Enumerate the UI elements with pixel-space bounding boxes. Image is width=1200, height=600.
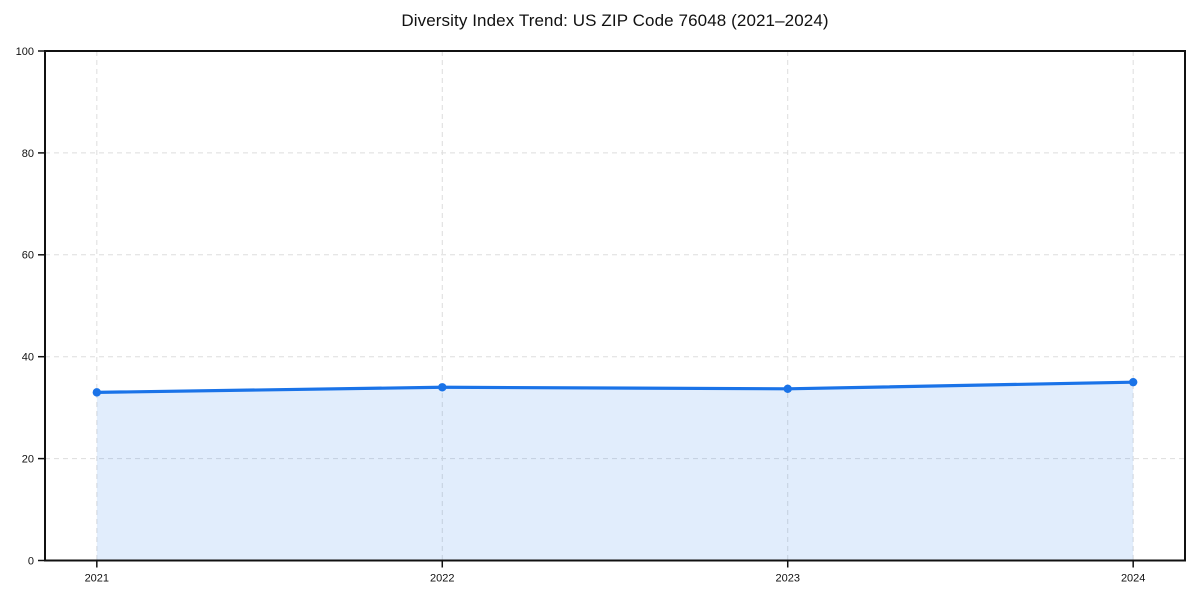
plot-border [44,50,1186,562]
y-tick-label: 80 [22,148,34,160]
chart-title: Diversity Index Trend: US ZIP Code 76048… [401,11,829,30]
data-point [92,388,102,397]
data-point [438,383,447,392]
data-point [1128,377,1138,387]
x-tick-label: 2022 [430,573,454,585]
x-tick-label: 2024 [1121,573,1145,585]
y-tick-label: 60 [22,250,34,262]
data-point [783,384,792,393]
y-tick-label: 20 [22,453,34,465]
area-fill [96,382,1134,561]
series-line [95,380,1135,394]
x-tick-label: 2023 [775,573,799,585]
y-tick-label: 40 [22,352,34,364]
y-tick-label: 0 [28,555,34,567]
x-tick-label: 2021 [85,573,109,585]
y-tick-label: 100 [16,46,34,58]
